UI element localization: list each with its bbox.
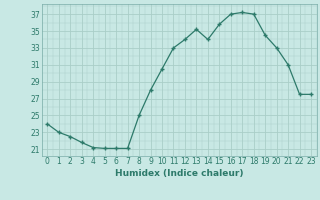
X-axis label: Humidex (Indice chaleur): Humidex (Indice chaleur) — [115, 169, 244, 178]
